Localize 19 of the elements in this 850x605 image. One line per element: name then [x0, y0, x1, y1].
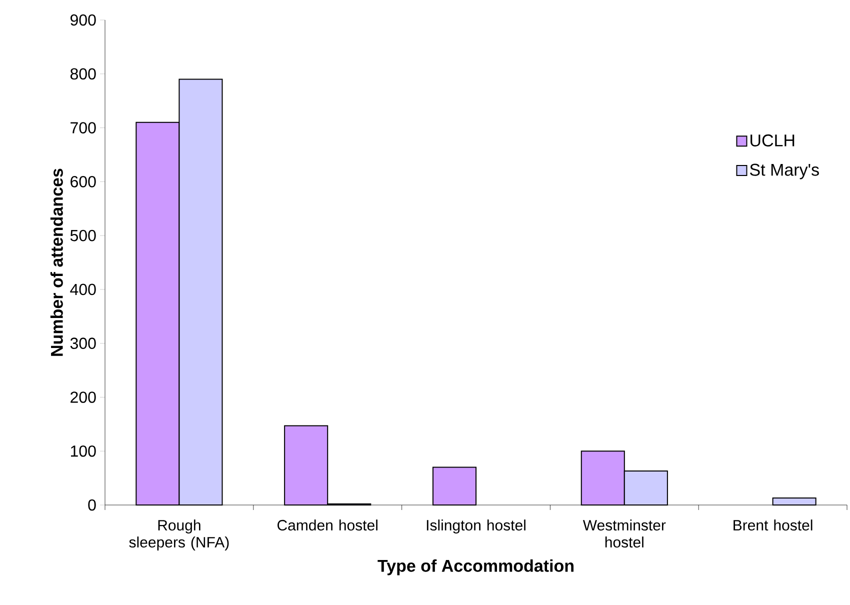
y-tick-label: 300 [70, 338, 96, 349]
x-tick-label: Westminster hostel [582, 520, 666, 548]
y-tick-label: 200 [70, 392, 96, 403]
y-tick-label: 700 [70, 122, 96, 134]
y-tick-label: 900 [70, 14, 96, 26]
y-tick-label: 600 [70, 176, 96, 188]
y-tick-label: 0 [88, 499, 96, 511]
legend-label: UCLH [750, 134, 794, 146]
x-tick-label: Brent hostel [734, 520, 812, 531]
x-tick-label: Camden hostel [278, 520, 378, 531]
y-axis-title: Number of attendances [50, 168, 63, 356]
y-tick-label: 800 [70, 68, 96, 80]
x-axis-title: Type of Accommodation [378, 559, 574, 576]
y-tick-label: 500 [70, 230, 96, 242]
y-tick-label: 100 [70, 445, 96, 457]
legend-label: St Mary's [750, 164, 819, 180]
x-tick-label: Rough sleepers (NFA) [129, 520, 229, 551]
x-tick-label: Islington hostel [426, 520, 526, 534]
y-tick-label: 400 [70, 284, 96, 296]
